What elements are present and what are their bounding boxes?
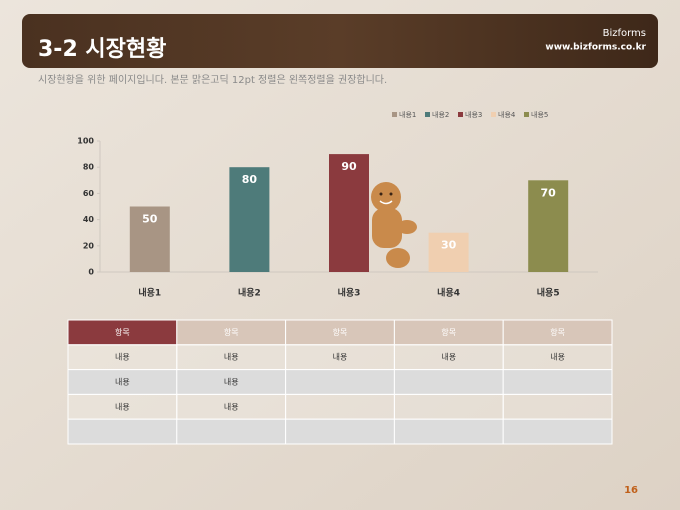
x-tick-label: 내용1 [138,287,161,299]
y-tick-label: 80 [83,163,95,172]
header-bar [22,14,658,68]
y-tick-label: 20 [83,241,95,250]
table-header-text: 항목 [550,328,565,337]
table-header-cell [393,319,504,346]
table-cell [502,344,613,371]
gingerbread [371,182,417,268]
slide-title: 3-2 시장현황 [38,37,166,62]
x-tick-label: 내용3 [338,287,361,299]
x-tick-label: 내용5 [537,287,560,299]
table-cell [176,393,287,420]
table-cell-text: 내용 [224,378,239,387]
table-cell-text: 내용 [224,402,239,411]
table-header-text: 항목 [224,328,239,337]
table-header-cell [285,319,395,346]
y-tick-label: 0 [88,268,94,277]
bar [129,206,170,272]
x-tick-label: 내용2 [238,287,261,299]
legend-swatch [458,112,463,117]
legend-label: 내용4 [498,110,516,119]
legend-swatch [524,112,529,117]
table-cell-text: 내용 [115,402,130,411]
table-cell [502,393,613,420]
table-cell [393,393,504,420]
table-cell [176,369,287,395]
table-cell [502,369,613,395]
table-cell [67,418,178,445]
table-header-cell [67,319,178,346]
y-tick-label: 40 [83,215,95,224]
table-cell [285,369,395,395]
legend-swatch [491,112,496,117]
table-cell [176,418,287,445]
table-header-text: 항목 [441,328,456,337]
table-cell [67,369,178,395]
legend-label: 내용1 [399,110,416,119]
y-tick-label: 60 [83,189,95,198]
bar [229,167,270,272]
subtitle: 시장현황을 위한 페이지입니다. 본문 맑은고딕 12pt 정렬은 왼쪽정렬을 … [38,73,387,86]
table-cell [502,418,613,445]
table-cell-text: 내용 [224,353,239,362]
value-label: 30 [441,239,457,252]
legend-label: 내용3 [465,110,482,119]
table-cell [285,418,395,445]
table-cell-text: 내용 [333,353,348,362]
legend-swatch [392,112,397,117]
value-label: 50 [142,213,158,226]
table-cell [285,393,395,420]
table-cell-text: 내용 [115,378,130,387]
legend-swatch [425,112,430,117]
bar [528,180,569,272]
table-cell [67,344,178,371]
bar [329,154,369,272]
table-header-cell [176,319,287,346]
value-label: 90 [341,160,357,173]
table-header-text: 항목 [333,328,348,337]
page-number: 16 [624,485,638,496]
table-cell-text: 내용 [441,353,456,362]
table-cell [393,418,504,445]
brand-url: www.bizforms.co.kr [545,43,646,53]
value-label: 70 [541,186,557,199]
value-label: 80 [242,173,258,186]
x-tick-label: 내용4 [437,287,460,299]
y-tick-label: 100 [77,137,94,146]
brand: Bizforms [603,28,646,39]
table-cell [393,369,504,395]
bar [428,232,469,272]
table-header-text: 항목 [115,328,130,337]
legend-label: 내용2 [432,110,449,119]
table-cell-text: 내용 [550,353,565,362]
table-cell-text: 내용 [115,353,130,362]
legend-label: 내용5 [531,110,548,119]
